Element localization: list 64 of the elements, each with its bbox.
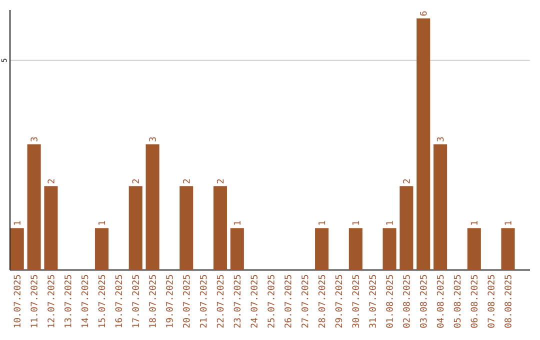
bar bbox=[434, 144, 448, 270]
x-tick-label: 04.08.2025 bbox=[436, 275, 444, 328]
x-tick-label: 31.07.2025 bbox=[369, 275, 376, 328]
x-tick-label: 17.07.2025 bbox=[132, 275, 139, 328]
bar bbox=[416, 18, 430, 270]
x-tick-label: 03.08.2025 bbox=[420, 275, 427, 328]
bar bbox=[94, 228, 109, 270]
bar bbox=[348, 228, 362, 270]
data-label: 1 bbox=[98, 221, 106, 225]
data-label: 1 bbox=[386, 221, 393, 225]
x-tick-label: 01.08.2025 bbox=[386, 275, 393, 328]
bar bbox=[230, 228, 244, 270]
bar bbox=[44, 186, 58, 270]
data-label: 2 bbox=[132, 179, 139, 184]
x-tick-label: 30.07.2025 bbox=[352, 275, 360, 328]
data-label: 2 bbox=[403, 179, 410, 184]
x-tick-label: 18.07.2025 bbox=[149, 275, 156, 328]
data-label: 1 bbox=[14, 221, 20, 225]
data-label: 1 bbox=[352, 221, 359, 225]
bar bbox=[501, 228, 515, 270]
x-tick-label: 27.07.2025 bbox=[301, 275, 308, 328]
x-tick-label: 11.07.2025 bbox=[30, 275, 38, 328]
data-label: 2 bbox=[183, 179, 190, 184]
data-label: 1 bbox=[234, 221, 240, 225]
data-label: 1 bbox=[504, 221, 512, 225]
x-tick-label: 21.07.2025 bbox=[200, 275, 207, 328]
x-tick-label: 22.07.2025 bbox=[216, 275, 224, 328]
x-tick-label: 16.07.2025 bbox=[115, 275, 122, 328]
x-tick-label: 10.07.2025 bbox=[14, 275, 20, 328]
data-label: 1 bbox=[318, 221, 326, 225]
data-label: 3 bbox=[149, 137, 156, 142]
x-tick-label: 23.07.2025 bbox=[234, 275, 241, 328]
bar bbox=[10, 228, 24, 270]
data-label: 2 bbox=[216, 179, 224, 184]
x-tick-label: 14.07.2025 bbox=[81, 275, 88, 328]
x-tick-label: 13.07.2025 bbox=[64, 275, 72, 328]
x-tick-label: 28.07.2025 bbox=[318, 275, 326, 328]
x-tick-label: 12.07.2025 bbox=[48, 275, 54, 328]
x-tick-label: 20.07.2025 bbox=[182, 275, 190, 328]
bar bbox=[146, 144, 160, 270]
data-label: 6 bbox=[420, 11, 427, 16]
x-tick-label: 06.08.2025 bbox=[470, 275, 478, 328]
x-tick-label: 05.08.2025 bbox=[454, 275, 461, 328]
x-tick-label: 29.07.2025 bbox=[335, 275, 342, 328]
data-label: 3 bbox=[30, 137, 38, 142]
bar bbox=[213, 186, 228, 270]
x-tick-label: 07.08.2025 bbox=[488, 275, 494, 328]
x-tick-label: 24.07.2025 bbox=[250, 275, 258, 328]
bar bbox=[382, 228, 396, 270]
bar bbox=[180, 186, 194, 270]
bar bbox=[27, 144, 41, 270]
x-tick-label: 15.07.2025 bbox=[98, 275, 106, 328]
x-tick-label: 08.08.2025 bbox=[504, 275, 512, 328]
data-label: 3 bbox=[436, 137, 444, 142]
x-tick-label: 26.07.2025 bbox=[284, 275, 292, 328]
bar bbox=[400, 186, 414, 270]
x-tick-label: 25.07.2025 bbox=[268, 275, 274, 328]
bar bbox=[128, 186, 142, 270]
bar bbox=[467, 228, 481, 270]
data-label: 1 bbox=[470, 221, 478, 225]
bar bbox=[315, 228, 329, 270]
x-tick-label: 19.07.2025 bbox=[166, 275, 173, 328]
x-tick-label: 02.08.2025 bbox=[403, 275, 410, 328]
data-label: 2 bbox=[48, 179, 54, 184]
